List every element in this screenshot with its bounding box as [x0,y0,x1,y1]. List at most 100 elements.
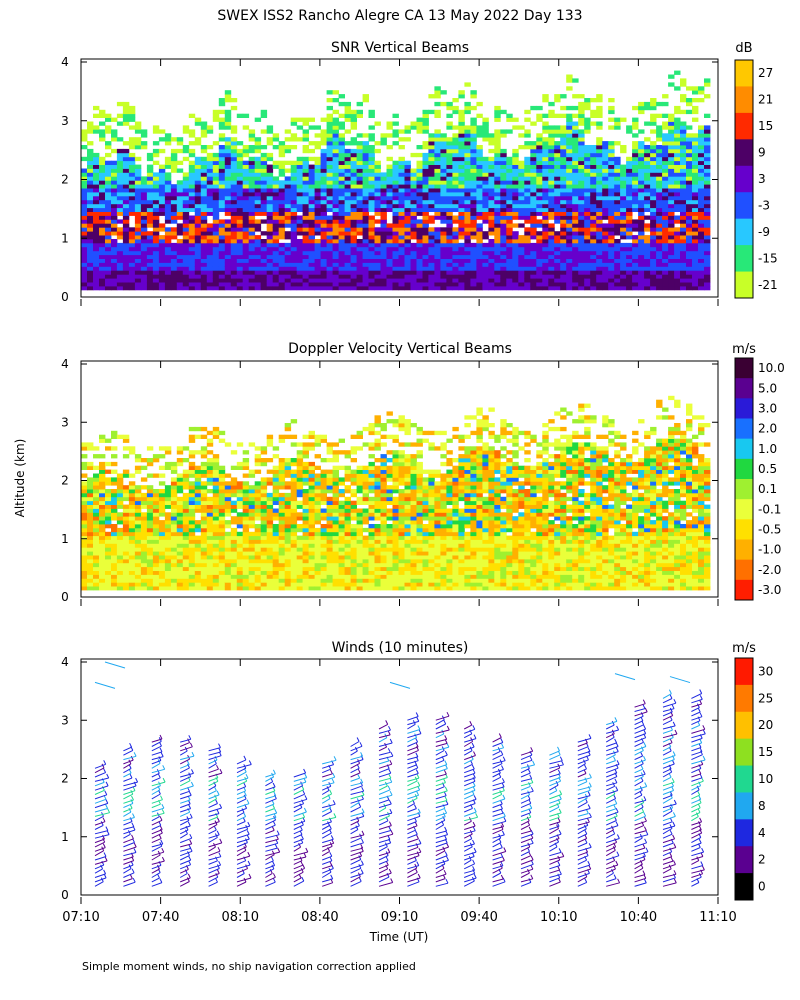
snr-cell [578,148,585,154]
doppler-cell [81,442,88,447]
snr-cell [482,176,489,181]
snr-cell [434,215,441,220]
snr-cell [554,168,561,173]
y-tick-label: 1 [61,231,69,245]
snr-cell [350,250,357,256]
snr-cell [326,223,333,228]
doppler-cell [81,586,88,591]
snr-cell [200,231,208,236]
snr-cell [87,262,94,267]
snr-cell [278,199,286,205]
doppler-cell [188,558,196,564]
snr-cell [614,117,621,122]
snr-cell [596,176,603,181]
snr-cell [518,164,525,169]
snr-cell [464,223,471,228]
snr-cell [518,203,525,209]
snr-cell [272,207,280,212]
snr-cell [686,258,693,263]
snr-cell [374,274,381,279]
snr-cell [344,172,351,177]
snr-cell [422,207,429,212]
snr-cell [128,180,136,185]
snr-cell [668,270,675,275]
doppler-cell [170,535,178,540]
snr-cell [668,278,675,283]
doppler-cell [140,578,148,583]
doppler-cell [206,481,214,486]
snr-cell [248,227,256,232]
snr-cell [704,211,711,216]
snr-cell [344,254,351,259]
snr-cell [200,129,208,134]
snr-cell [464,242,471,248]
snr-cell [584,199,591,205]
snr-cell [452,258,459,263]
snr-cell [206,239,214,244]
colorbar-swatch [735,192,753,220]
doppler-cell [170,551,178,556]
snr-cell [530,188,537,193]
snr-cell [560,227,567,232]
snr-cell [524,254,531,259]
snr-cell [194,195,202,201]
snr-cell [188,199,196,205]
snr-cell [644,172,651,177]
snr-cell [99,282,106,287]
doppler-cell [134,527,142,533]
snr-cell [332,188,339,193]
doppler-cell [206,551,214,556]
snr-cell [512,262,519,267]
snr-cell [572,203,579,209]
snr-cell [236,164,244,169]
snr-cell [362,246,369,252]
snr-cell [482,211,489,216]
snr-cell [650,172,657,177]
snr-cell [158,282,166,287]
snr-cell [278,246,286,252]
snr-cell [410,254,417,259]
snr-cell [572,113,579,118]
snr-cell [218,125,226,130]
doppler-cell [87,578,94,583]
doppler-cell [194,558,202,564]
snr-cell [194,254,202,259]
snr-cell [596,286,603,291]
snr-cell [560,168,567,173]
snr-cell [476,274,483,279]
snr-cell [356,113,363,118]
doppler-cell [99,520,106,525]
snr-cell [182,266,190,271]
snr-cell [638,156,645,162]
snr-cell [422,223,429,228]
snr-cell [482,199,489,205]
snr-cell [368,180,375,185]
snr-cell [422,235,429,240]
snr-cell [422,109,429,115]
snr-cell [380,219,387,224]
snr-cell [200,270,208,275]
snr-cell [93,254,100,259]
snr-cell [122,235,130,240]
snr-cell [638,145,645,150]
snr-cell [140,184,148,189]
snr-cell [566,274,573,279]
snr-cell [524,176,531,181]
snr-cell [380,258,387,263]
snr-cell [512,192,519,197]
snr-cell [182,254,190,259]
snr-cell [362,282,369,287]
snr-cell [116,242,124,248]
snr-cell [266,152,274,158]
snr-cell [296,172,304,177]
snr-cell [704,195,711,201]
snr-cell [302,223,309,228]
snr-cell [188,278,196,283]
snr-cell [584,180,591,185]
doppler-cell [206,586,214,591]
snr-cell [105,168,112,173]
snr-cell [368,270,375,275]
snr-cell [152,152,160,158]
doppler-cell [134,558,142,564]
snr-cell [386,231,393,236]
